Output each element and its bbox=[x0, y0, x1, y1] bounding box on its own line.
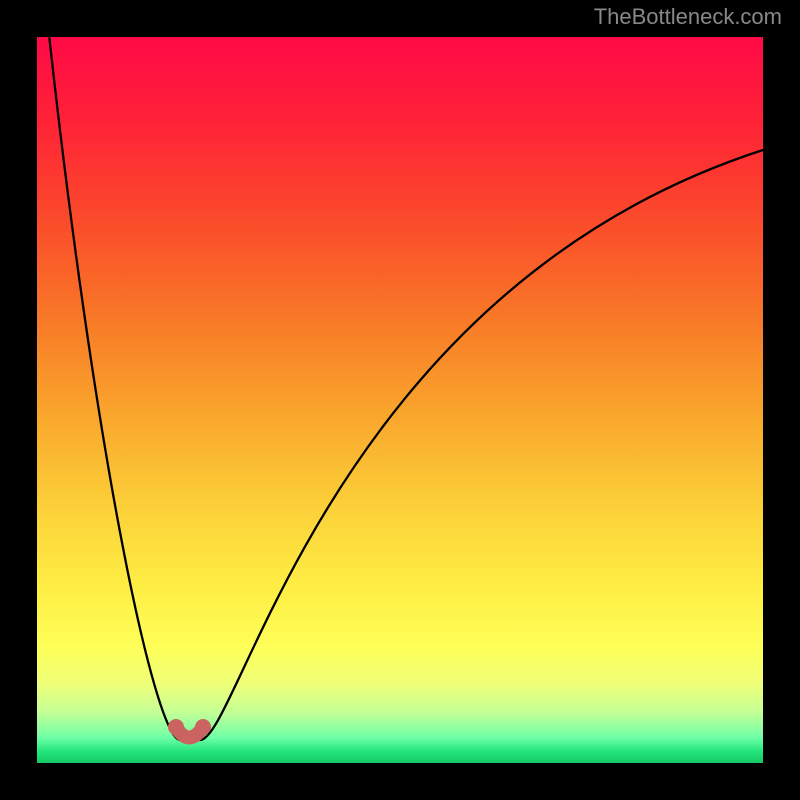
curve-marker bbox=[195, 719, 211, 735]
chart-container: TheBottleneck.com bbox=[0, 0, 800, 800]
bottleneck-chart bbox=[0, 0, 800, 800]
curve-marker bbox=[168, 719, 184, 735]
watermark-text: TheBottleneck.com bbox=[594, 4, 782, 30]
